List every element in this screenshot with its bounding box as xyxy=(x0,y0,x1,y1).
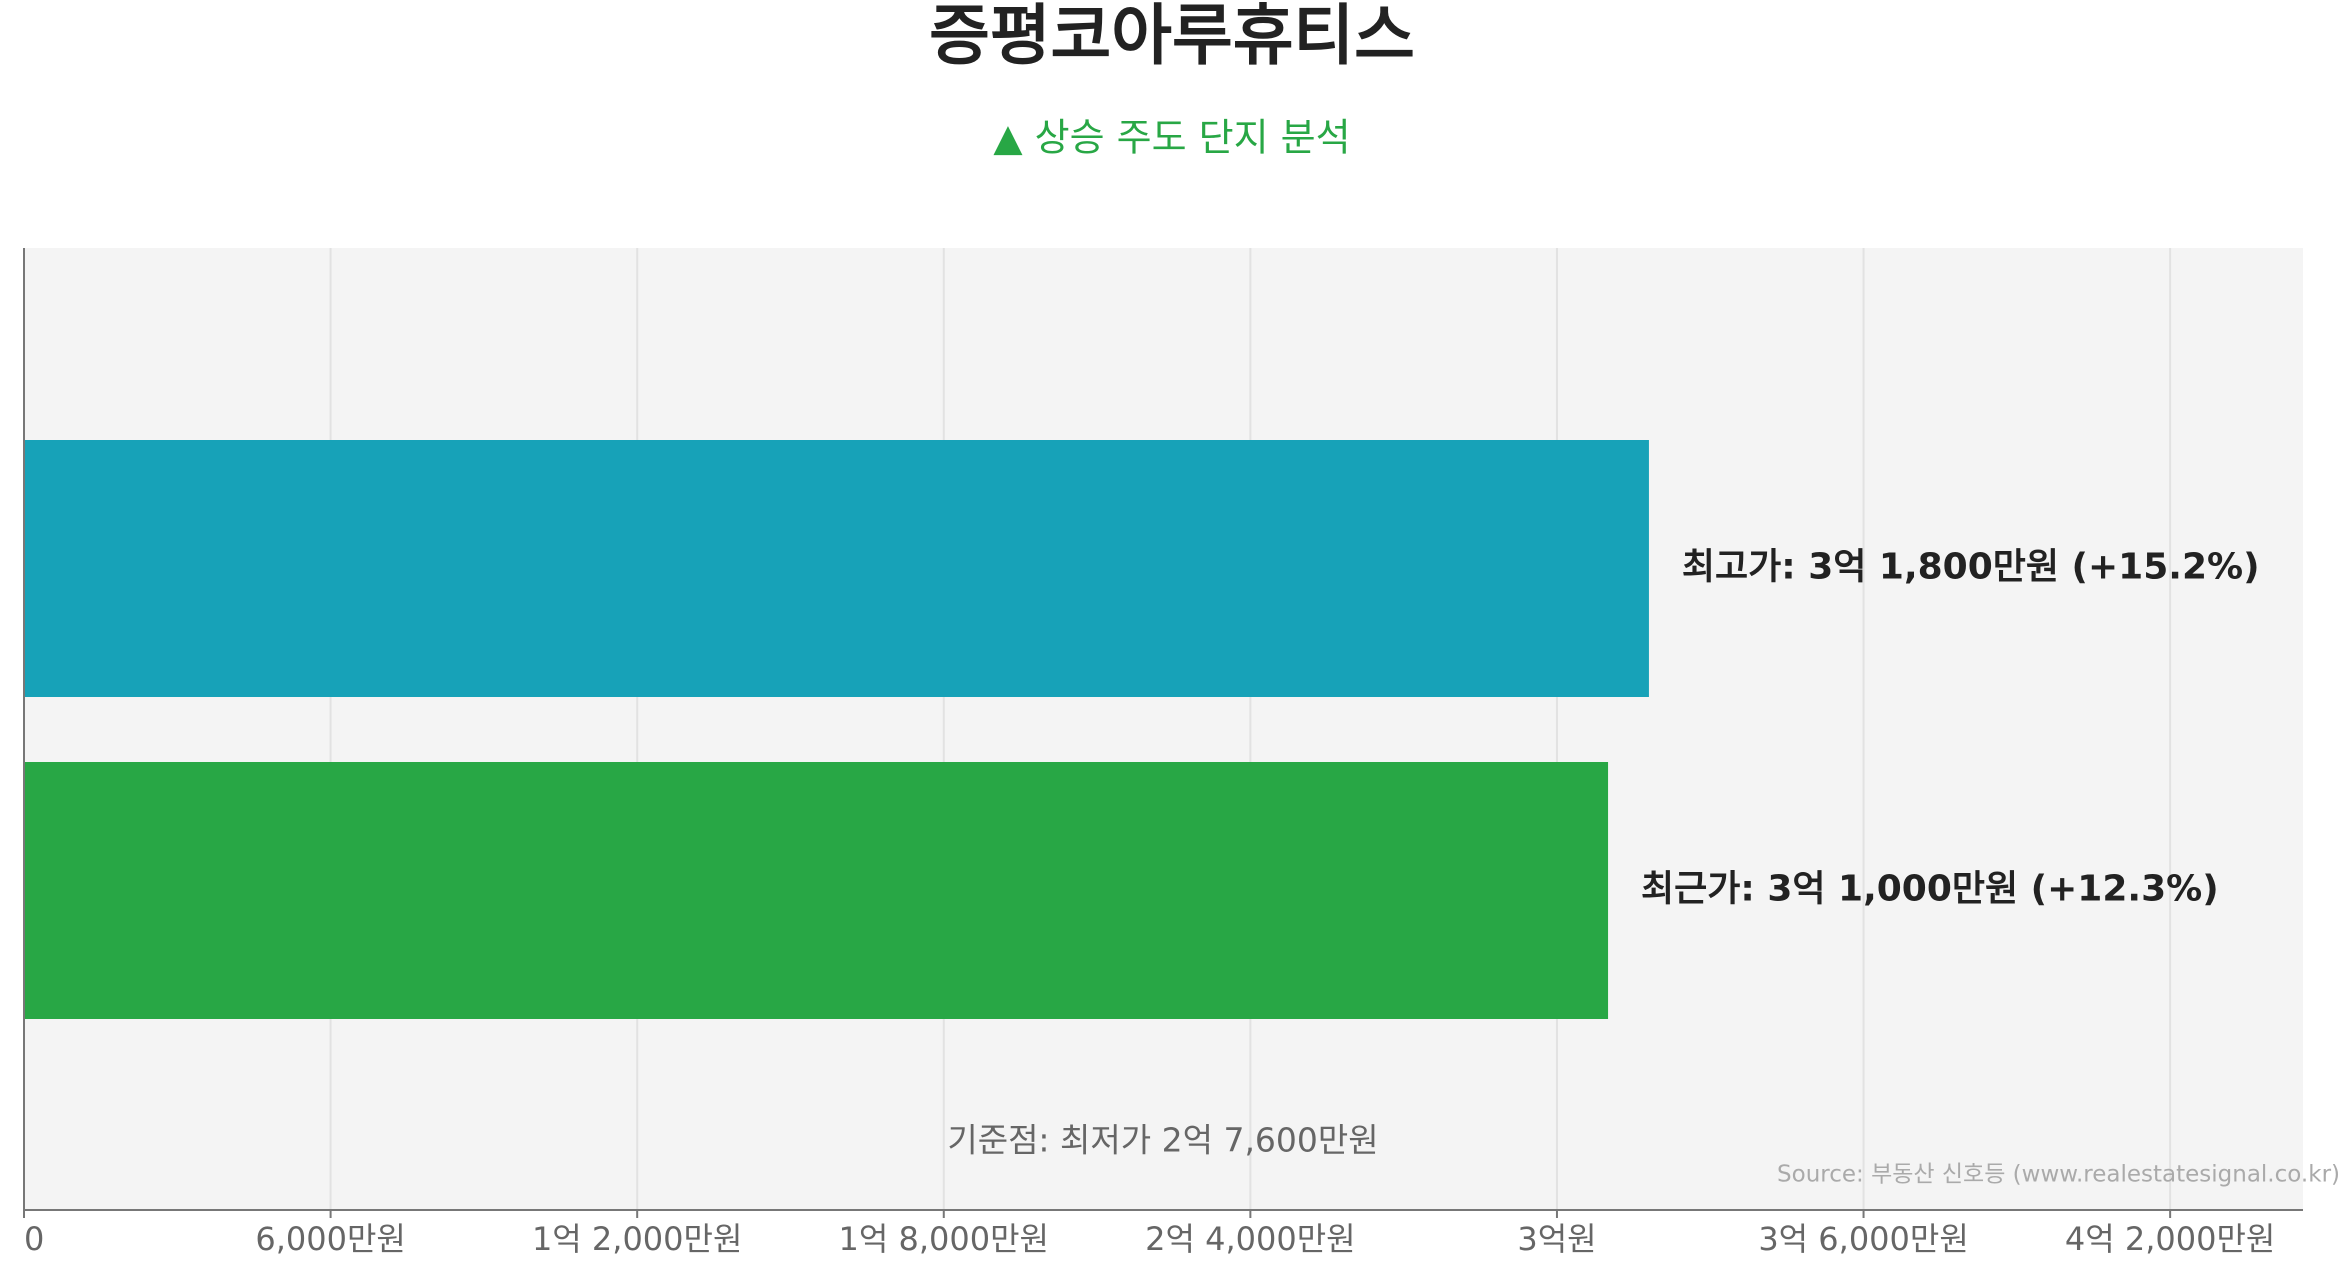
chart-subtitle: ▲ 상승 주도 단지 분석 xyxy=(993,116,1350,160)
x-tick-label: 3억 6,000만원 xyxy=(1758,1220,1968,1258)
chart-title: 증평코아루휴티스 xyxy=(929,0,1415,74)
x-tick-label: 4억 2,000만원 xyxy=(2065,1220,2275,1258)
x-tick-label: 6,000만원 xyxy=(255,1220,406,1258)
plot-background xyxy=(24,248,2303,1210)
annotation: 기준점: 최저가 2억 7,600만원 xyxy=(947,1121,1378,1160)
bar xyxy=(24,440,1649,697)
x-tick-label: 2억 4,000만원 xyxy=(1145,1220,1355,1258)
x-tick-label: 1억 2,000만원 xyxy=(532,1220,742,1258)
value-label: 최고가: 3억 1,800만원 (+15.2%) xyxy=(1682,547,2260,588)
x-tick-label: 3억원 xyxy=(1517,1220,1596,1258)
grid xyxy=(23,248,2172,1210)
bar xyxy=(24,762,1609,1019)
bars: 최고가: 3억 1,800만원 (+15.2%) 최근가: 3억 1,000만원 … xyxy=(24,440,2260,1019)
source: Source: 부동산 신호등 (www.realestatesignal.co… xyxy=(1777,1162,2340,1188)
value-label: 최근가: 3억 1,000만원 (+12.3%) xyxy=(1641,869,2219,910)
x-tick-label: 0 xyxy=(24,1220,44,1258)
x-tick-label: 1억 8,000만원 xyxy=(839,1220,1049,1258)
